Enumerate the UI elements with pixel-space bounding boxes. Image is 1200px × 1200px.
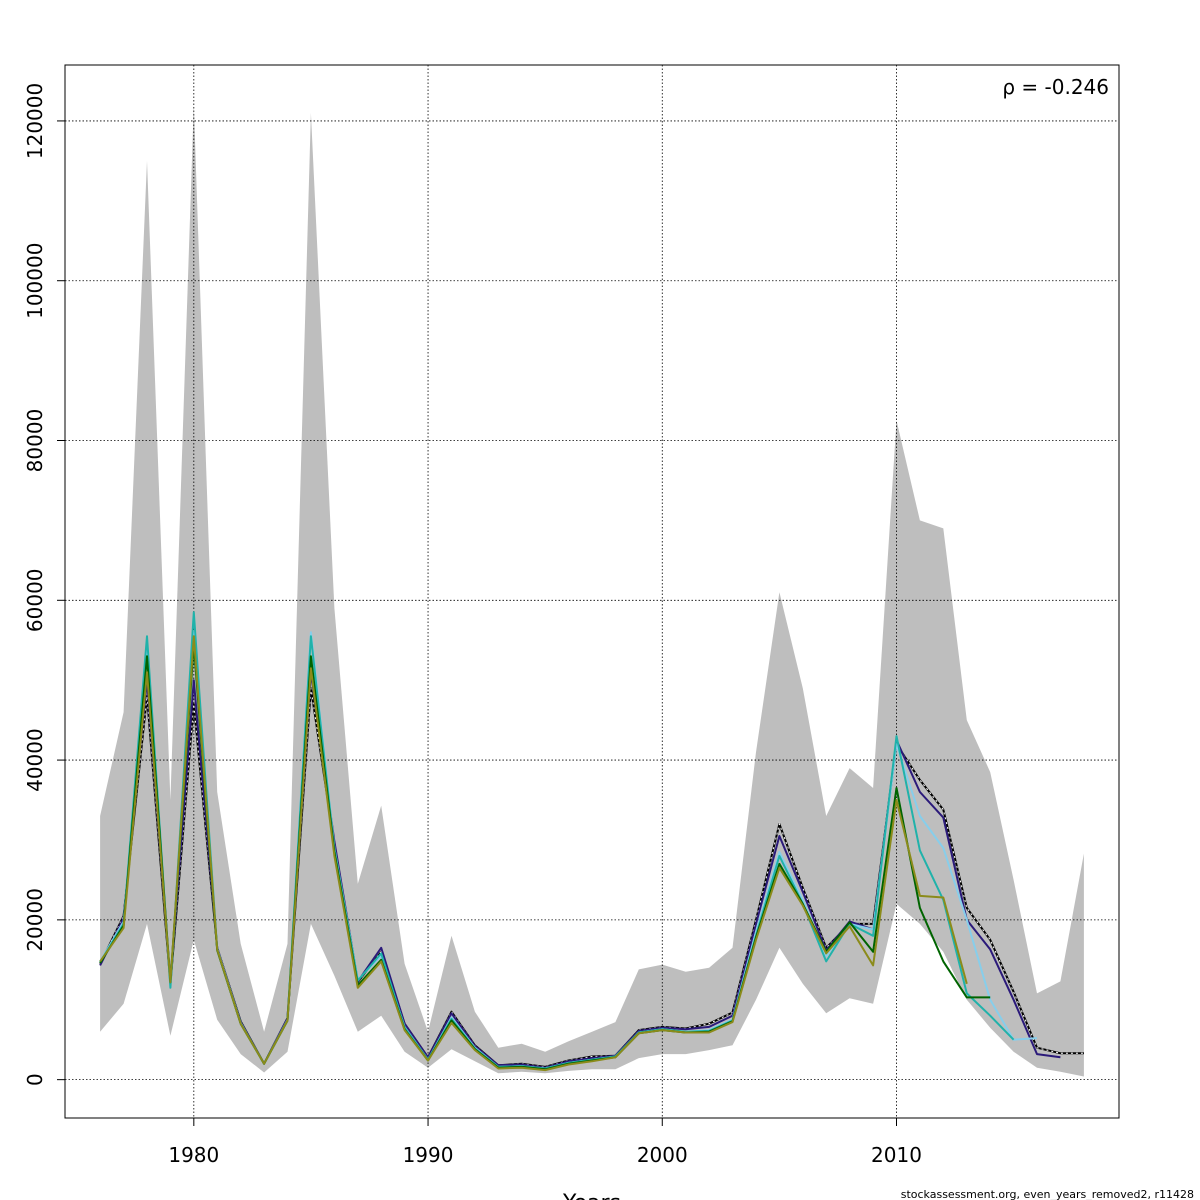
series-line-1-dotted-overlay [99, 688, 1084, 1068]
y-tick-label: 120000 [23, 83, 47, 159]
x-axis: 1980 1990 2000 2010 [168, 1118, 922, 1167]
series-line-6 [99, 635, 968, 1072]
x-tick-label: 2010 [871, 1143, 922, 1167]
grid-layer [65, 65, 1119, 1118]
confidence-band-layer [100, 104, 1084, 1077]
series-layer [99, 611, 1084, 1072]
footer-note: stockassessment.org, even_years_removed2… [901, 1188, 1194, 1200]
y-tick-label: 20000 [23, 888, 47, 952]
x-axis-title: Years [562, 1191, 621, 1200]
y-tick-label: 60000 [23, 568, 47, 632]
plot-frame [64, 64, 1120, 1119]
y-tick-label: 100000 [23, 243, 47, 319]
x-tick-label: 1990 [403, 1143, 454, 1167]
rho-annotation: ρ = -0.246 [1002, 75, 1109, 99]
x-tick-label: 2000 [637, 1143, 688, 1167]
x-tick-label: 1980 [168, 1143, 219, 1167]
y-axis: 0 20000 40000 60000 80000 100000 120000 [23, 83, 65, 1086]
y-tick-label: 0 [23, 1073, 47, 1086]
y-tick-label: 80000 [23, 409, 47, 473]
confidence-band [100, 104, 1084, 1077]
y-tick-label: 40000 [23, 728, 47, 792]
